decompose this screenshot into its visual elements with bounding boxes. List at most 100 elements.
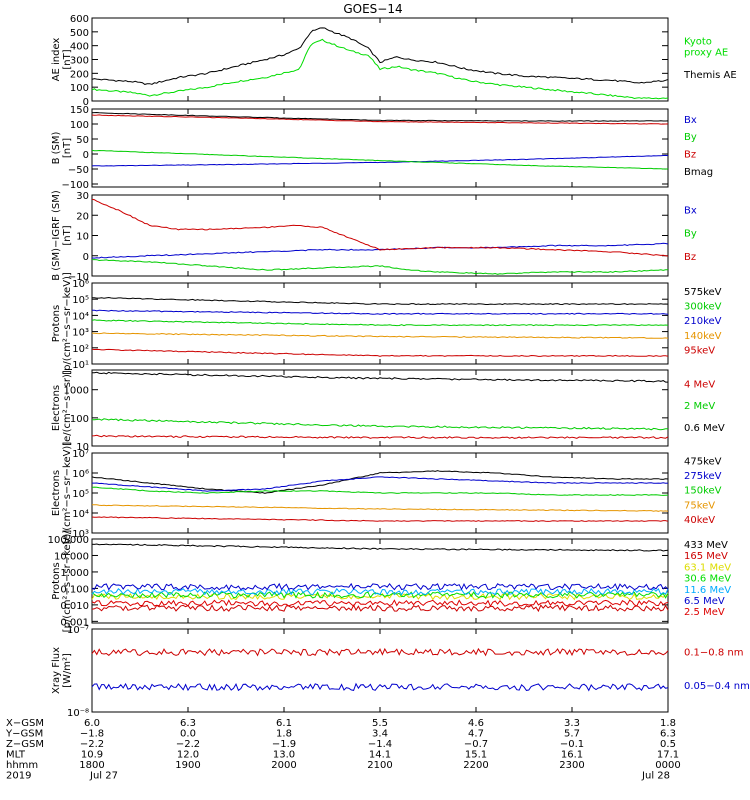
ephemeris-value: 6.1 <box>276 718 292 729</box>
legend-entry: 300keV <box>684 302 722 313</box>
series-line-electrons_kev-1 <box>92 476 669 492</box>
series-line-ae-0 <box>91 38 669 100</box>
y-tick-label: 0 <box>83 97 89 108</box>
ephemeris-value: 1.8 <box>276 729 292 740</box>
ephemeris-value: 4.7 <box>468 729 484 740</box>
y-tick-label: 100 <box>70 83 89 94</box>
y-tick-label: 500 <box>70 28 89 39</box>
ephemeris-value: 2000 <box>271 760 296 771</box>
series-line-xray-1 <box>91 682 669 692</box>
y-tick-label: 10⁴ <box>72 311 89 322</box>
y-axis-label: B (SM)−IGRF (SM)[nT] <box>51 190 73 281</box>
ephemeris-value: 6.3 <box>180 718 196 729</box>
y-tick-label: 10.000 <box>54 551 89 562</box>
y-tick-label: 0.001 <box>60 617 89 628</box>
legend-entry: 165 MeV <box>684 551 728 562</box>
series-line-bigrf-0 <box>91 242 669 259</box>
ephemeris-value: Jul 28 <box>641 771 670 782</box>
ephemeris-value: 17.1 <box>657 750 679 761</box>
legend-entry: 275keV <box>684 471 722 482</box>
ephemeris-label: hhmm <box>6 760 38 771</box>
panel-protons_mag: 10¹ 10² 10³ 10⁴ 10⁵ 10⁶Protons[p/(cm²−s−sr−ke… <box>51 272 722 375</box>
panel-electrons_kev: 10³ 10⁴ 10⁵ 10⁶ 10⁷Electrons[e/(cm²−s−sr−keV… <box>51 442 722 545</box>
legend-entry: 210keV <box>684 316 722 327</box>
ephemeris-value: 0.0 <box>180 729 196 740</box>
y-tick-label: 0.100 <box>60 584 89 595</box>
y-tick-label: 10³ <box>72 529 89 540</box>
series-line-xray-0 <box>91 647 669 657</box>
y-tick-label: 10⁶ <box>72 469 89 480</box>
series-line-electrons_mev-0 <box>91 434 669 439</box>
ephemeris-label: Y−GSM <box>5 729 43 740</box>
ephemeris-value: −1.8 <box>80 729 104 740</box>
y-axis-label: B (SM)[nT] <box>51 131 73 164</box>
y-tick-label: 10⁷ <box>72 449 89 460</box>
ephemeris-value: −0.1 <box>560 739 584 750</box>
series-line-electrons_mev-2 <box>92 371 668 383</box>
series-line-protons_mev-2 <box>91 592 669 601</box>
legend-entry: Bmag <box>684 167 713 178</box>
series-line-protons_mev-4 <box>91 587 669 596</box>
legend-entry: Bz <box>684 252 696 263</box>
legend-entry: 2 MeV <box>684 401 715 412</box>
panel-bigrf: −10 0 10 20 30B (SM)−IGRF (SM)[nT] Bx By Bz <box>51 190 697 283</box>
y-tick-label: 50 <box>76 135 89 146</box>
series-line-protons_mag-2 <box>92 309 669 315</box>
y-tick-label: 10⁶ <box>72 279 89 290</box>
panel-bsm: −100 −50 0 50 100 150 B (SM)[nT] Bx By Bz Bmag <box>51 105 713 191</box>
y-tick-label: 10⁻⁷ <box>67 625 89 636</box>
legend-entry: 150keV <box>684 486 722 497</box>
ephemeris-value: −1.9 <box>272 739 296 750</box>
y-axis-label: Electrons[e/(cm²−s−sr−keV)] <box>51 442 73 545</box>
y-tick-label: 10¹ <box>72 360 89 371</box>
y-tick-label: 10² <box>72 344 89 355</box>
ephemeris-value: 0.5 <box>660 739 676 750</box>
panel-frame <box>91 628 669 713</box>
series-line-bsm-0 <box>91 154 669 167</box>
series-line-bsm-2 <box>91 114 669 125</box>
legend-entry: Themis AE <box>683 70 737 81</box>
ephemeris-value: 5.7 <box>564 729 580 740</box>
legend-entry: Bx <box>684 206 697 217</box>
y-tick-label: 10⁴ <box>72 509 89 520</box>
ephemeris-value: 6.3 <box>660 729 676 740</box>
series-line-protons_mev-6 <box>91 599 669 608</box>
ephemeris-value: 15.1 <box>465 750 487 761</box>
panel-xray: 10⁻⁸ 10⁻⁷ Xray Flux[W/m²] 0.1−0.8 nm 0.05−0.… <box>51 625 750 719</box>
y-axis-label: Electrons[e/(cm²−s−sr)] <box>51 370 73 446</box>
ephemeris-value: −2.2 <box>80 739 104 750</box>
series-line-protons_mag-3 <box>91 332 669 339</box>
y-axis-label: Protons[p/(cm²−s−sr−keV)] <box>51 272 73 375</box>
series-line-electrons_kev-4 <box>91 516 669 522</box>
y-tick-label: −50 <box>68 165 89 176</box>
series-line-protons_mag-1 <box>91 319 669 327</box>
legend-entry: 95keV <box>684 346 715 357</box>
y-tick-label: 600 <box>70 14 89 25</box>
y-tick-label: 10⁻⁸ <box>67 708 89 719</box>
legend-entry: 11.6 MeV <box>684 585 731 596</box>
ephemeris-label: 2019 <box>6 771 31 782</box>
y-axis-label: AE index[nT] <box>51 38 73 82</box>
legend-entry: 4 MeV <box>684 379 715 390</box>
series-line-electrons_mev-1 <box>92 418 668 431</box>
legend-entry: 30.6 MeV <box>684 574 731 585</box>
y-tick-label: 400 <box>70 42 89 53</box>
legend-entry: 75keV <box>684 500 715 511</box>
ephemeris-value: −1.4 <box>368 739 392 750</box>
y-tick-label: 30 <box>76 191 89 202</box>
y-tick-label: 150 <box>70 105 89 116</box>
legend-entry: 475keV <box>684 457 722 468</box>
ephemeris-value: 5.5 <box>372 718 388 729</box>
series-line-ae-1 <box>91 27 669 85</box>
series-line-protons_mev-0 <box>91 543 669 552</box>
y-tick-label: 0 <box>83 150 89 161</box>
y-tick-label: 100.000 <box>48 535 89 546</box>
y-tick-label: 10⁵ <box>72 295 89 306</box>
legend-entry: Kyoto proxy AE <box>684 37 728 59</box>
y-tick-label: 1.000 <box>60 568 89 579</box>
plot-title: GOES−14 <box>343 2 402 16</box>
legend-entry: 6.5 MeV <box>684 596 725 607</box>
legend-entry: 433 MeV <box>684 540 728 551</box>
